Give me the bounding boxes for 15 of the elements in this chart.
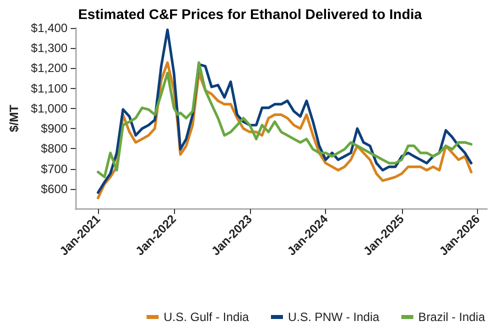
y-tick-label: $1,100 [30, 81, 68, 96]
y-tick-label: $1,400 [30, 21, 68, 35]
y-tick-label: $1,200 [30, 61, 68, 76]
legend-label: U.S. PNW - India [288, 310, 380, 324]
y-tick-label: $600 [40, 182, 68, 196]
chart-title: Estimated C&F Prices for Ethanol Delivered to India [78, 6, 422, 22]
y-tick-label: $1,300 [30, 41, 68, 56]
legend-label: U.S. Gulf - India [164, 310, 250, 324]
y-tick-label: $800 [40, 142, 68, 156]
legend-label: Brazil - India [418, 310, 486, 324]
y-tick-label: $700 [40, 162, 68, 176]
y-tick-label: $900 [40, 122, 68, 136]
y-tick-label: $1,000 [30, 101, 68, 116]
line-series [96, 61, 472, 178]
y-axis-title: $/MT [7, 104, 21, 132]
